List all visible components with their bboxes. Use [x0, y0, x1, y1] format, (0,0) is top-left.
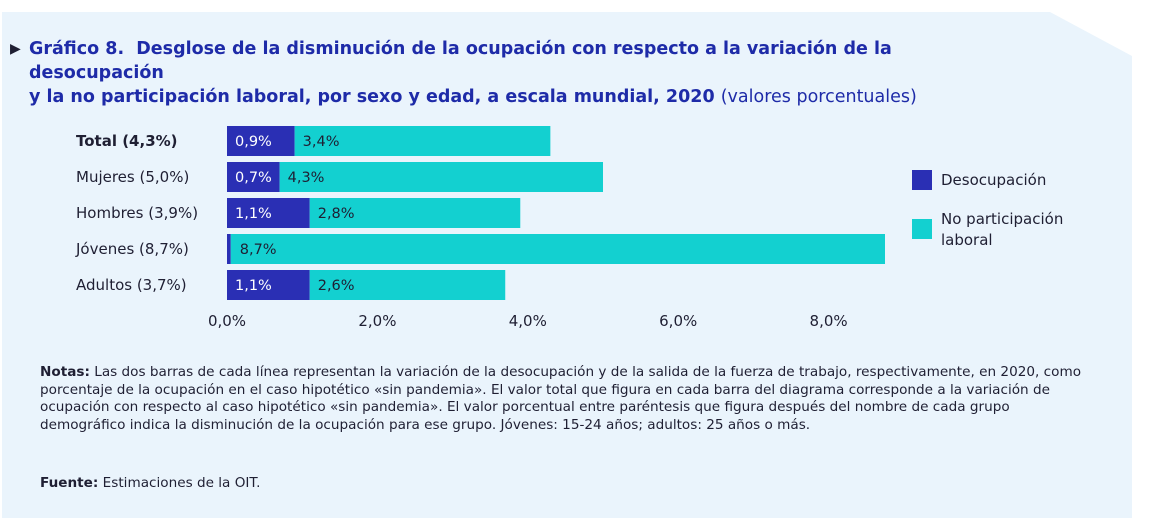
legend-label-no-participacion-1: No participación	[941, 210, 1064, 228]
data-label: 8,7%	[240, 242, 277, 258]
data-label: 2,6%	[318, 278, 355, 294]
source: Fuente: Estimaciones de la OIT.	[40, 475, 260, 493]
bar-no-participacion	[294, 126, 551, 156]
category-label: Mujeres (5,0%)	[76, 168, 189, 186]
bar-desocupacion	[227, 126, 295, 156]
category-label: Adultos (3,7%)	[76, 276, 187, 294]
data-label: 1,1%	[235, 278, 272, 294]
bar-chart: Total (4,3%) 0,9% 3,4% Mujeres (5,0%) 0,7% 4,…	[75, 126, 885, 330]
data-label: 0,7%	[235, 170, 272, 186]
x-tick-label: 2,0%	[358, 312, 396, 330]
title-line1: Desglose de la disminución de la ocupaci…	[29, 39, 892, 83]
bar-no-participacion	[279, 162, 603, 192]
category-label: Jóvenes (8,7%)	[75, 240, 189, 258]
triangle-right-icon: ▶	[10, 41, 21, 57]
x-tick-label: 4,0%	[509, 312, 547, 330]
category-label: Hombres (3,9%)	[76, 204, 198, 222]
legend-swatch-desocupacion	[912, 170, 932, 190]
notes: Notas: Las dos barras de cada línea repr…	[40, 364, 1090, 434]
title-line2: y la no participación laboral, por sexo …	[29, 87, 715, 107]
category-label: Total (4,3%)	[76, 132, 178, 150]
x-tick-label: 0,0%	[208, 312, 246, 330]
bar-desocupacion	[227, 234, 231, 264]
x-tick-label: 8,0%	[810, 312, 848, 330]
data-label: 4,3%	[288, 170, 325, 186]
source-text: Estimaciones de la OIT.	[102, 475, 261, 491]
bar-no-participacion	[309, 198, 521, 228]
bar-desocupacion	[227, 198, 310, 228]
source-label: Fuente:	[40, 475, 99, 491]
bar-desocupacion	[227, 162, 280, 192]
x-tick-label: 6,0%	[659, 312, 697, 330]
chart-title: ▶ Gráfico 8. Desglose de la disminución …	[10, 37, 1010, 109]
legend-label-desocupacion: Desocupación	[941, 171, 1047, 189]
title-number: Gráfico 8.	[29, 39, 125, 59]
notes-label: Notas:	[40, 364, 90, 380]
bar-no-participacion	[309, 270, 506, 300]
data-label: 3,4%	[303, 134, 340, 150]
figure-panel	[2, 12, 1132, 518]
bar-desocupacion	[227, 270, 310, 300]
data-label: 1,1%	[235, 206, 272, 222]
bar-no-participacion	[230, 234, 885, 264]
title-unit: (valores porcentuales)	[720, 87, 917, 107]
data-label: 2,8%	[318, 206, 355, 222]
data-label: 0,9%	[235, 134, 272, 150]
notes-text: Las dos barras de cada línea representan…	[40, 364, 1082, 433]
legend-label-no-participacion-2: laboral	[941, 231, 993, 249]
legend-swatch-no-participacion	[912, 219, 932, 239]
